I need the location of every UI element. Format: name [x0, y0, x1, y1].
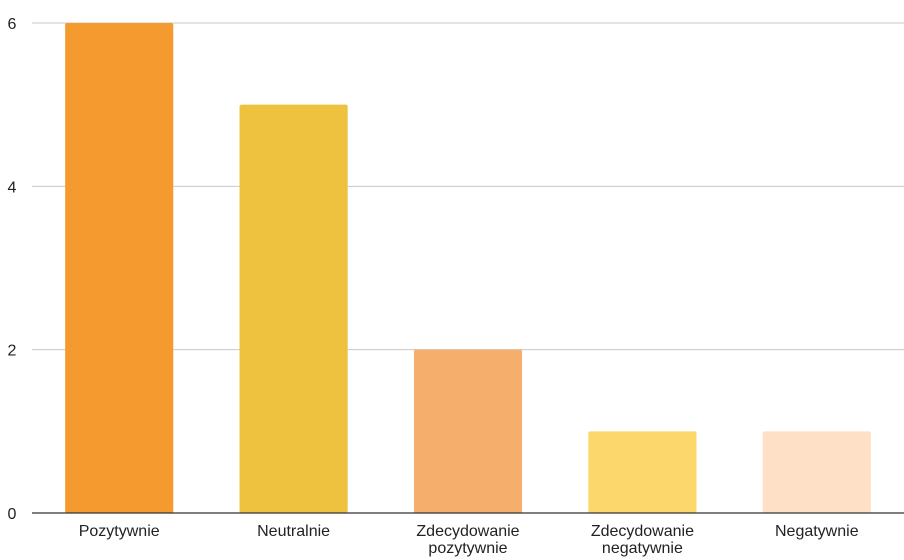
x-category-label: Negatywnie [775, 523, 859, 540]
bar [65, 23, 174, 513]
x-category-label: Zdecydowanie pozytywnie [416, 523, 519, 557]
bar [413, 349, 523, 513]
bar [588, 431, 697, 513]
x-category-label: Neutralnie [257, 523, 330, 540]
bars [65, 23, 871, 514]
bar [239, 104, 348, 514]
x-category-label: Pozytywnie [79, 523, 160, 540]
y-tick-label: 6 [8, 16, 17, 33]
bar [762, 431, 871, 513]
y-tick-label: 2 [8, 343, 17, 360]
x-axis-category-labels: Pozytywnie Neutralnie Zdecydowanie pozytywn… [79, 523, 859, 557]
y-tick-label: 4 [8, 179, 17, 196]
x-category-label: Zdecydowanie negatywnie [591, 523, 694, 557]
y-tick-label: 0 [8, 506, 17, 523]
y-axis-tick-labels: 0 2 4 6 [8, 16, 17, 523]
